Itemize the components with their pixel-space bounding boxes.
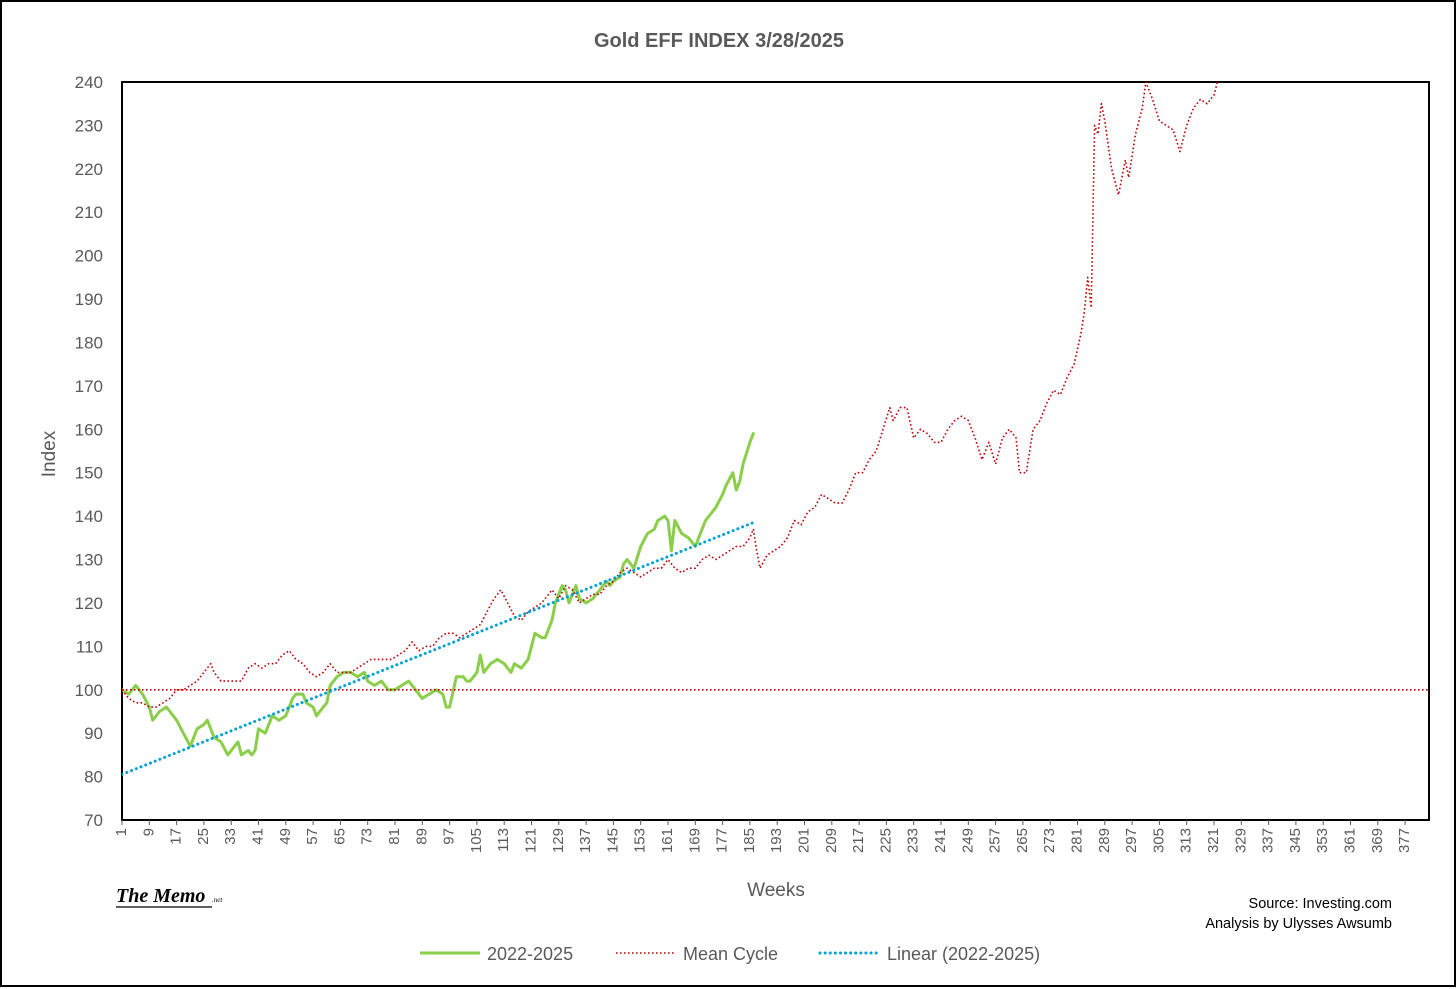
x-tick-label: 177 xyxy=(714,828,731,853)
x-tick-label: 113 xyxy=(495,828,512,852)
x-tick-label: 273 xyxy=(1041,828,1058,853)
x-tick-label: 81 xyxy=(386,828,403,845)
y-tick-label: 70 xyxy=(84,811,103,830)
x-tick-label: 97 xyxy=(441,828,458,845)
x-axis-title: Weeks xyxy=(747,880,805,901)
x-tick-label: 25 xyxy=(195,828,212,845)
x-tick-label: 145 xyxy=(604,828,621,853)
x-tick-label: 49 xyxy=(277,828,294,845)
memo-suffix: .net xyxy=(212,896,223,904)
chart-legend: 2022-2025 Mean Cycle Linear (2022-2025) xyxy=(420,944,1040,964)
x-tick-label: 153 xyxy=(632,828,649,853)
x-tick-label: 313 xyxy=(1178,828,1195,853)
source-credit: Source: Investing.com xyxy=(1249,896,1392,912)
x-tick-label: 281 xyxy=(1068,828,1085,853)
y-tick-label: 160 xyxy=(75,420,103,439)
trendline-linear xyxy=(122,521,755,776)
y-tick-label: 230 xyxy=(75,116,103,135)
x-tick-label: 233 xyxy=(905,828,922,853)
x-tick-label: 57 xyxy=(304,828,321,845)
x-tick-label: 297 xyxy=(1123,828,1140,853)
x-tick-label: 33 xyxy=(222,828,239,845)
legend-label: Linear (2022-2025) xyxy=(887,944,1040,964)
x-tick-label: 65 xyxy=(331,828,348,845)
x-tick-label: 121 xyxy=(522,828,539,853)
plot-border xyxy=(121,81,1430,821)
plot-area: 70 80 90 100 110 120 130 140 150 160 170 180 190 200 2… xyxy=(75,73,1430,853)
y-tick-label: 150 xyxy=(75,464,103,483)
y-tick-label: 90 xyxy=(84,724,103,743)
x-tick-label: 73 xyxy=(359,828,376,845)
legend-label: 2022-2025 xyxy=(487,944,573,964)
chart-title: Gold EFF INDEX 3/28/2025 xyxy=(594,30,844,52)
x-tick-label: 265 xyxy=(1014,828,1031,853)
x-tick-label: 161 xyxy=(659,828,676,853)
y-tick-label: 170 xyxy=(75,377,103,396)
series-line-2022-2025 xyxy=(122,432,755,757)
x-tick-label: 185 xyxy=(741,828,758,853)
memo-brand: The Memo xyxy=(116,885,205,907)
y-tick-label: 80 xyxy=(84,768,103,787)
x-tick-label: 241 xyxy=(932,828,949,853)
x-tick-label: 337 xyxy=(1260,828,1277,853)
x-tick-label: 305 xyxy=(1150,828,1167,853)
x-tick-label: 361 xyxy=(1341,828,1358,853)
x-tick-label: 137 xyxy=(577,828,594,853)
y-tick-label: 200 xyxy=(75,247,103,266)
y-tick-label: 140 xyxy=(75,507,103,526)
x-tick-label: 201 xyxy=(795,828,812,853)
x-tick-label: 9 xyxy=(140,828,157,836)
y-tick-label: 120 xyxy=(75,594,103,613)
series-layer xyxy=(122,82,1429,776)
x-tick-label: 17 xyxy=(168,828,185,845)
y-tick-label: 180 xyxy=(75,333,103,352)
memo-logo: The Memo .net xyxy=(116,885,223,908)
series-line-mean-cycle xyxy=(122,82,1219,708)
y-tick-label: 190 xyxy=(75,290,103,309)
x-tick-label: 193 xyxy=(768,828,785,853)
x-tick-label: 345 xyxy=(1287,828,1304,853)
y-tick-label: 210 xyxy=(75,203,103,222)
x-tick-label: 217 xyxy=(850,828,867,853)
x-tick-label: 369 xyxy=(1369,828,1386,853)
x-tick-label: 105 xyxy=(468,828,485,853)
x-tick-label: 169 xyxy=(686,828,703,853)
y-axis-title: Index xyxy=(39,430,60,477)
x-tick-label: 89 xyxy=(413,828,430,845)
y-tick-label: 110 xyxy=(76,637,103,656)
x-tick-label: 353 xyxy=(1314,828,1331,853)
x-tick-label: 129 xyxy=(550,828,567,853)
x-tick-label: 209 xyxy=(823,828,840,853)
x-tick-label: 321 xyxy=(1205,828,1222,853)
x-tick-label: 225 xyxy=(877,828,894,853)
y-tick-label: 220 xyxy=(75,160,103,179)
x-tick-label: 329 xyxy=(1232,828,1249,853)
y-tick-label: 240 xyxy=(75,73,103,92)
x-tick-label: 377 xyxy=(1396,828,1413,853)
y-tick-label: 100 xyxy=(75,681,103,700)
x-tick-label: 249 xyxy=(959,828,976,853)
x-tick-label: 289 xyxy=(1096,828,1113,853)
y-tick-label: 130 xyxy=(75,551,103,570)
legend-label: Mean Cycle xyxy=(683,944,778,964)
x-tick-label: 41 xyxy=(249,828,266,845)
analysis-credit: Analysis by Ulysses Awsumb xyxy=(1205,916,1392,932)
x-tick-label: 257 xyxy=(987,828,1004,853)
x-tick-label: 1 xyxy=(113,828,130,836)
